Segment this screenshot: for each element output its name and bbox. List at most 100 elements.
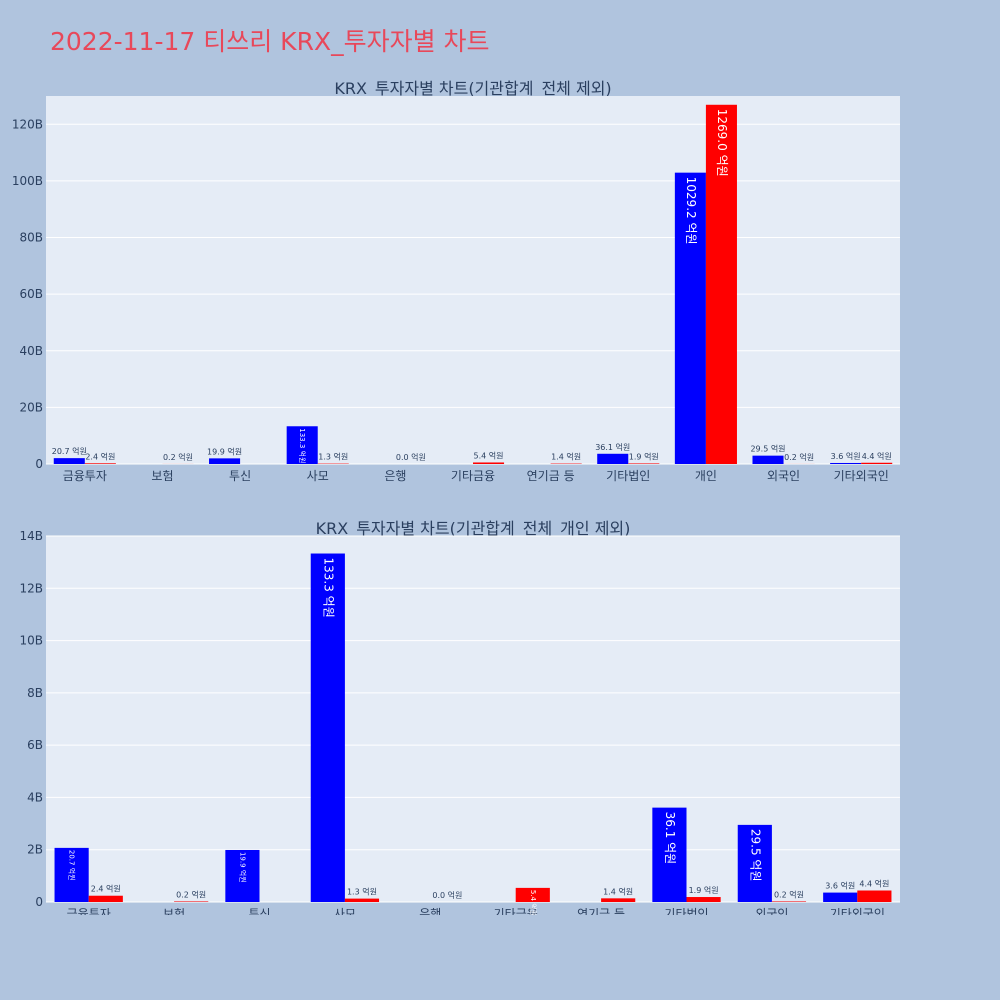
data-label: 1.9 억원 — [689, 885, 719, 895]
y-tick-label: 2B — [27, 843, 43, 857]
x-tick-label: 기타금융 — [494, 907, 538, 915]
x-tick-label: 연기금 등 — [577, 907, 625, 915]
bar — [53, 458, 85, 464]
x-tick-label: 연기금 등 — [527, 469, 575, 483]
data-label: 36.1 억원 — [595, 442, 630, 452]
x-tick-label: 기타법인 — [606, 469, 650, 483]
x-tick-label: 외국인 — [755, 907, 788, 915]
data-label: 1269.0 억원 — [715, 109, 729, 177]
bar — [473, 462, 505, 464]
x-tick-label: 사모 — [334, 907, 356, 915]
bar — [88, 895, 123, 902]
data-label: 0.2 억원 — [163, 452, 193, 462]
data-label: 3.6 억원 — [831, 451, 861, 461]
x-tick-label: 기타외국인 — [834, 469, 889, 483]
data-label: 5.4 억원 — [474, 450, 504, 460]
x-tick-label: 보험 — [163, 907, 185, 915]
y-tick-label: 60B — [19, 287, 43, 301]
bar — [823, 892, 858, 902]
x-tick-label: 금융투자 — [67, 907, 111, 915]
data-label: 2.4 억원 — [85, 451, 115, 461]
data-label: 0.2 억원 — [176, 889, 206, 899]
data-label: 2.4 억원 — [91, 884, 121, 894]
data-label: 0.2 억원 — [784, 452, 814, 462]
y-tick-label: 100B — [12, 174, 43, 188]
data-label: 19.9 억원 — [238, 852, 247, 883]
data-label: 1.4 억원 — [551, 452, 581, 462]
x-tick-label: 투신 — [229, 469, 251, 483]
bar — [737, 824, 772, 902]
bar — [652, 807, 687, 902]
bar — [601, 898, 636, 902]
bar — [597, 453, 629, 464]
chart-title: KRX_투자자별 차트(기관합계_전체 제외) — [334, 79, 611, 99]
data-label: 20.7 억원 — [52, 446, 87, 456]
bar — [209, 458, 241, 464]
bar — [515, 887, 550, 902]
data-label: 1.3 억원 — [347, 887, 377, 897]
bar — [310, 553, 345, 902]
y-tick-label: 12B — [19, 581, 43, 595]
x-tick-label: 개인 — [695, 469, 717, 483]
data-label: 3.6 억원 — [825, 881, 855, 891]
data-label: 4.4 억원 — [862, 451, 892, 461]
y-tick-label: 0 — [35, 895, 43, 909]
chart-title: KRX_투자자별 차트(기관합계_전체_개인 제외) — [316, 519, 631, 539]
x-tick-label: 금융투자 — [63, 469, 107, 483]
x-tick-label: 투신 — [248, 907, 270, 915]
y-tick-label: 0 — [35, 457, 43, 471]
x-tick-label: 은행 — [419, 906, 441, 915]
bar — [225, 849, 260, 902]
y-tick-label: 6B — [27, 738, 43, 752]
x-tick-label: 보험 — [151, 469, 173, 483]
data-label: 133.3 억원 — [321, 558, 335, 618]
chart-all-investors: KRX_투자자별 차트(기관합계_전체 제외) 0 20B 40B 60B 80B 100B… — [12, 79, 900, 483]
y-tick-label: 4B — [27, 790, 43, 804]
data-label: 0.0 억원 — [432, 890, 462, 900]
y-tick-label: 10B — [19, 634, 43, 648]
bar — [705, 104, 737, 464]
x-tick-label: 기타외국인 — [830, 907, 885, 915]
y-tick-label: 120B — [12, 117, 43, 131]
x-tick-label: 은행 — [384, 468, 406, 483]
x-tick-label: 기타금융 — [451, 469, 495, 483]
bar — [686, 897, 721, 902]
data-label: 133.3 억원 — [298, 428, 307, 463]
bar — [628, 463, 660, 464]
bar — [54, 847, 89, 902]
bar — [344, 898, 380, 902]
data-label: 20.7 억원 — [68, 850, 77, 881]
bar — [771, 901, 807, 902]
x-tick-label: 사모 — [307, 469, 329, 483]
bar — [286, 426, 318, 464]
bar — [84, 463, 116, 464]
x-tick-label: 외국인 — [767, 469, 800, 483]
y-tick-label: 40B — [19, 344, 43, 358]
plot-area — [46, 536, 900, 902]
page-title: 2022-11-17 티쓰리 KRX_투자자별 차트 — [50, 27, 490, 56]
data-label: 0.0 억원 — [396, 452, 426, 462]
data-label: 1.3 억원 — [318, 452, 348, 462]
bar — [861, 462, 893, 464]
data-label: 29.5 억원 — [748, 829, 762, 882]
data-label: 1.4 억원 — [603, 886, 633, 896]
data-label: 1.9 억원 — [629, 451, 659, 461]
y-tick-label: 8B — [27, 686, 43, 700]
bar — [174, 901, 209, 902]
plot-area — [46, 96, 900, 464]
chart-excluding-individuals: KRX_투자자별 차트(기관합계_전체_개인 제외) 0 2B 4B 6B 8B 10B 12… — [19, 519, 900, 915]
data-label: 5.4 억원 — [529, 890, 538, 915]
data-label: 0.2 억원 — [774, 889, 804, 899]
bar — [674, 172, 706, 464]
bar — [857, 890, 892, 902]
data-label: 36.1 억원 — [663, 812, 677, 865]
data-label: 1029.2 억원 — [684, 177, 698, 245]
y-tick-label: 80B — [19, 231, 43, 245]
data-label: 29.5 억원 — [750, 444, 785, 454]
bar — [830, 462, 862, 464]
data-label: 19.9 억원 — [207, 446, 242, 456]
y-tick-label: 14B — [19, 529, 43, 543]
bar — [752, 455, 784, 464]
data-label: 4.4 억원 — [859, 878, 889, 888]
y-tick-label: 20B — [19, 400, 43, 414]
